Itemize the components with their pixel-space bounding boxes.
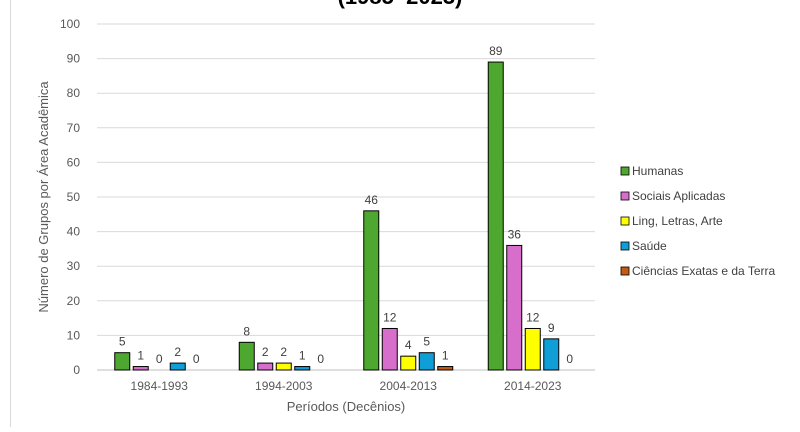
data-label: 0	[317, 352, 324, 366]
legend-label: Saúde	[632, 239, 667, 253]
x-tick-label: 2014-2023	[504, 379, 562, 393]
legend: Humanas Sociais Aplicadas Ling, Letras, Ar…	[620, 164, 776, 278]
bar	[543, 338, 560, 371]
bar	[363, 210, 380, 371]
y-tick-label: 30	[67, 259, 81, 273]
data-label: 5	[423, 335, 430, 349]
data-label: 46	[365, 193, 379, 207]
legend-swatch	[620, 191, 630, 201]
legend-label: Ling, Letras, Arte	[632, 214, 723, 228]
y-axis-title: Número de Grupos por Área Acadêmica	[36, 81, 51, 313]
bar	[437, 366, 454, 371]
legend-swatch	[620, 266, 630, 276]
y-tick-label: 50	[67, 190, 81, 204]
x-tick-label: 1994-2003	[255, 379, 313, 393]
bar	[257, 362, 274, 371]
bar	[487, 61, 504, 371]
legend-label: Sociais Aplicadas	[632, 189, 725, 203]
chart-title: (1985–2023)	[338, 0, 463, 9]
x-tick-label: 2004-2013	[380, 379, 438, 393]
y-tick-label: 60	[67, 155, 81, 169]
bar	[114, 352, 131, 371]
data-label: 89	[489, 44, 503, 58]
y-tick-label: 20	[67, 294, 81, 308]
y-tick-labels: 0 10 20 30 40 50 60 70 80 90 100	[60, 17, 80, 377]
y-tick-label: 40	[67, 225, 81, 239]
data-label: 0	[193, 352, 200, 366]
data-label: 1	[137, 349, 144, 363]
x-tick-label: 1984-1993	[131, 379, 189, 393]
data-label: 2	[262, 345, 269, 359]
bar	[294, 366, 311, 371]
chart-area-border	[10, 0, 800, 427]
y-tick-label: 80	[67, 86, 81, 100]
data-label: 0	[566, 352, 573, 366]
bar	[400, 355, 417, 371]
data-label: 1	[442, 349, 449, 363]
data-label: 36	[508, 227, 522, 241]
y-tick-label: 0	[73, 363, 80, 377]
data-label: 8	[243, 324, 250, 338]
data-label: 2	[174, 345, 181, 359]
legend-label: Humanas	[632, 164, 683, 178]
bar	[524, 327, 541, 371]
bar	[418, 352, 435, 371]
y-tick-label: 70	[67, 121, 81, 135]
y-tick-label: 90	[67, 52, 81, 66]
data-label: 4	[405, 338, 412, 352]
y-tick-label: 10	[67, 328, 81, 342]
bar	[381, 327, 398, 371]
data-label: 12	[526, 310, 540, 324]
y-tick-label: 100	[60, 17, 80, 31]
legend-swatch	[620, 241, 630, 251]
data-label: 2	[280, 345, 287, 359]
x-tick-labels: 1984-1993 1994-2003 2004-2013 2014-2023	[131, 379, 562, 393]
bar	[169, 362, 186, 371]
data-label: 9	[548, 321, 555, 335]
bar	[275, 362, 292, 371]
legend-swatch	[620, 166, 630, 176]
data-label: 5	[119, 335, 126, 349]
x-axis-title: Períodos (Decênios)	[287, 399, 406, 414]
legend-label: Ciências Exatas e da Terra	[632, 264, 776, 278]
bar	[132, 366, 149, 371]
bar	[506, 244, 523, 371]
legend-swatch	[620, 216, 630, 226]
bar	[238, 341, 255, 371]
data-label: 12	[383, 310, 397, 324]
data-label: 1	[299, 349, 306, 363]
data-label: 0	[156, 352, 163, 366]
bars	[114, 61, 560, 371]
